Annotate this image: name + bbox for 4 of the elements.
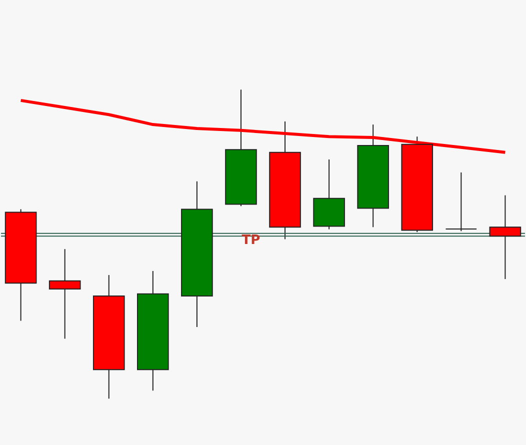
candlestick	[445, 172, 478, 232]
annotation: TP	[242, 233, 260, 248]
candlestick	[489, 194, 522, 280]
candlestick	[48, 248, 81, 340]
